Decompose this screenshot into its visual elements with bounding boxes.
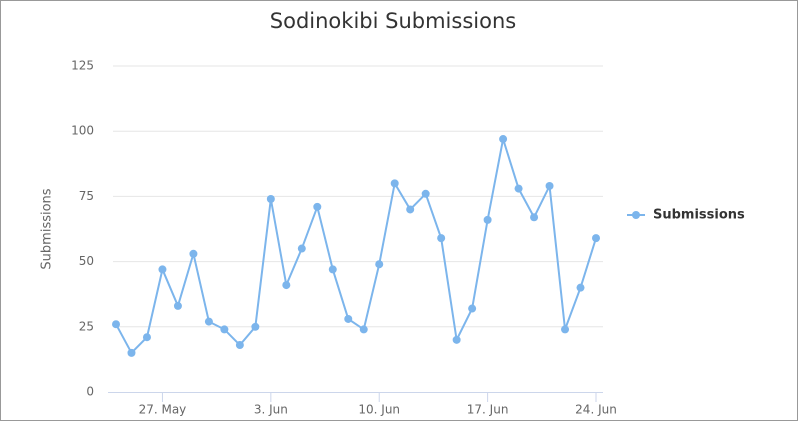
point xyxy=(173,301,182,310)
point xyxy=(576,283,585,292)
point xyxy=(359,325,368,334)
point xyxy=(561,325,570,334)
y-tick-label: 125 xyxy=(71,59,94,73)
point xyxy=(127,348,136,357)
point xyxy=(545,181,554,190)
point xyxy=(220,325,229,334)
chart-title: Sodinokibi Submissions xyxy=(270,9,516,33)
point xyxy=(282,281,291,290)
point xyxy=(390,179,399,188)
point xyxy=(406,205,415,214)
legend-marker xyxy=(632,211,640,219)
y-tick-label: 0 xyxy=(86,385,94,399)
point xyxy=(142,333,151,342)
point xyxy=(235,341,244,350)
point xyxy=(421,189,430,198)
point xyxy=(112,320,120,329)
series-line xyxy=(115,138,597,355)
point xyxy=(375,260,384,269)
point xyxy=(266,195,275,204)
point xyxy=(499,135,508,144)
point xyxy=(297,244,306,253)
y-axis-title: Submissions xyxy=(40,188,55,269)
point xyxy=(204,317,213,326)
y-tick-label: 100 xyxy=(71,124,94,138)
x-tick-label: 3. Jun xyxy=(254,403,288,417)
point xyxy=(328,265,337,274)
x-tick-label: 24. Jun xyxy=(575,403,617,417)
point xyxy=(592,234,600,243)
point xyxy=(452,335,461,344)
legend-label: Submissions xyxy=(653,208,745,223)
point xyxy=(530,213,539,222)
point xyxy=(483,215,492,224)
point xyxy=(251,322,260,331)
x-tick-label: 27. May xyxy=(139,403,187,417)
point xyxy=(313,202,322,211)
point xyxy=(158,265,167,274)
point xyxy=(189,249,198,258)
y-tick-label: 25 xyxy=(79,319,94,333)
x-tick-label: 17. Jun xyxy=(467,403,509,417)
x-tick-label: 10. Jun xyxy=(358,403,400,417)
y-tick-label: 75 xyxy=(79,189,94,203)
point xyxy=(514,184,523,193)
point xyxy=(437,234,446,243)
point xyxy=(344,314,353,323)
y-tick-label: 50 xyxy=(79,254,94,268)
point xyxy=(468,304,477,313)
